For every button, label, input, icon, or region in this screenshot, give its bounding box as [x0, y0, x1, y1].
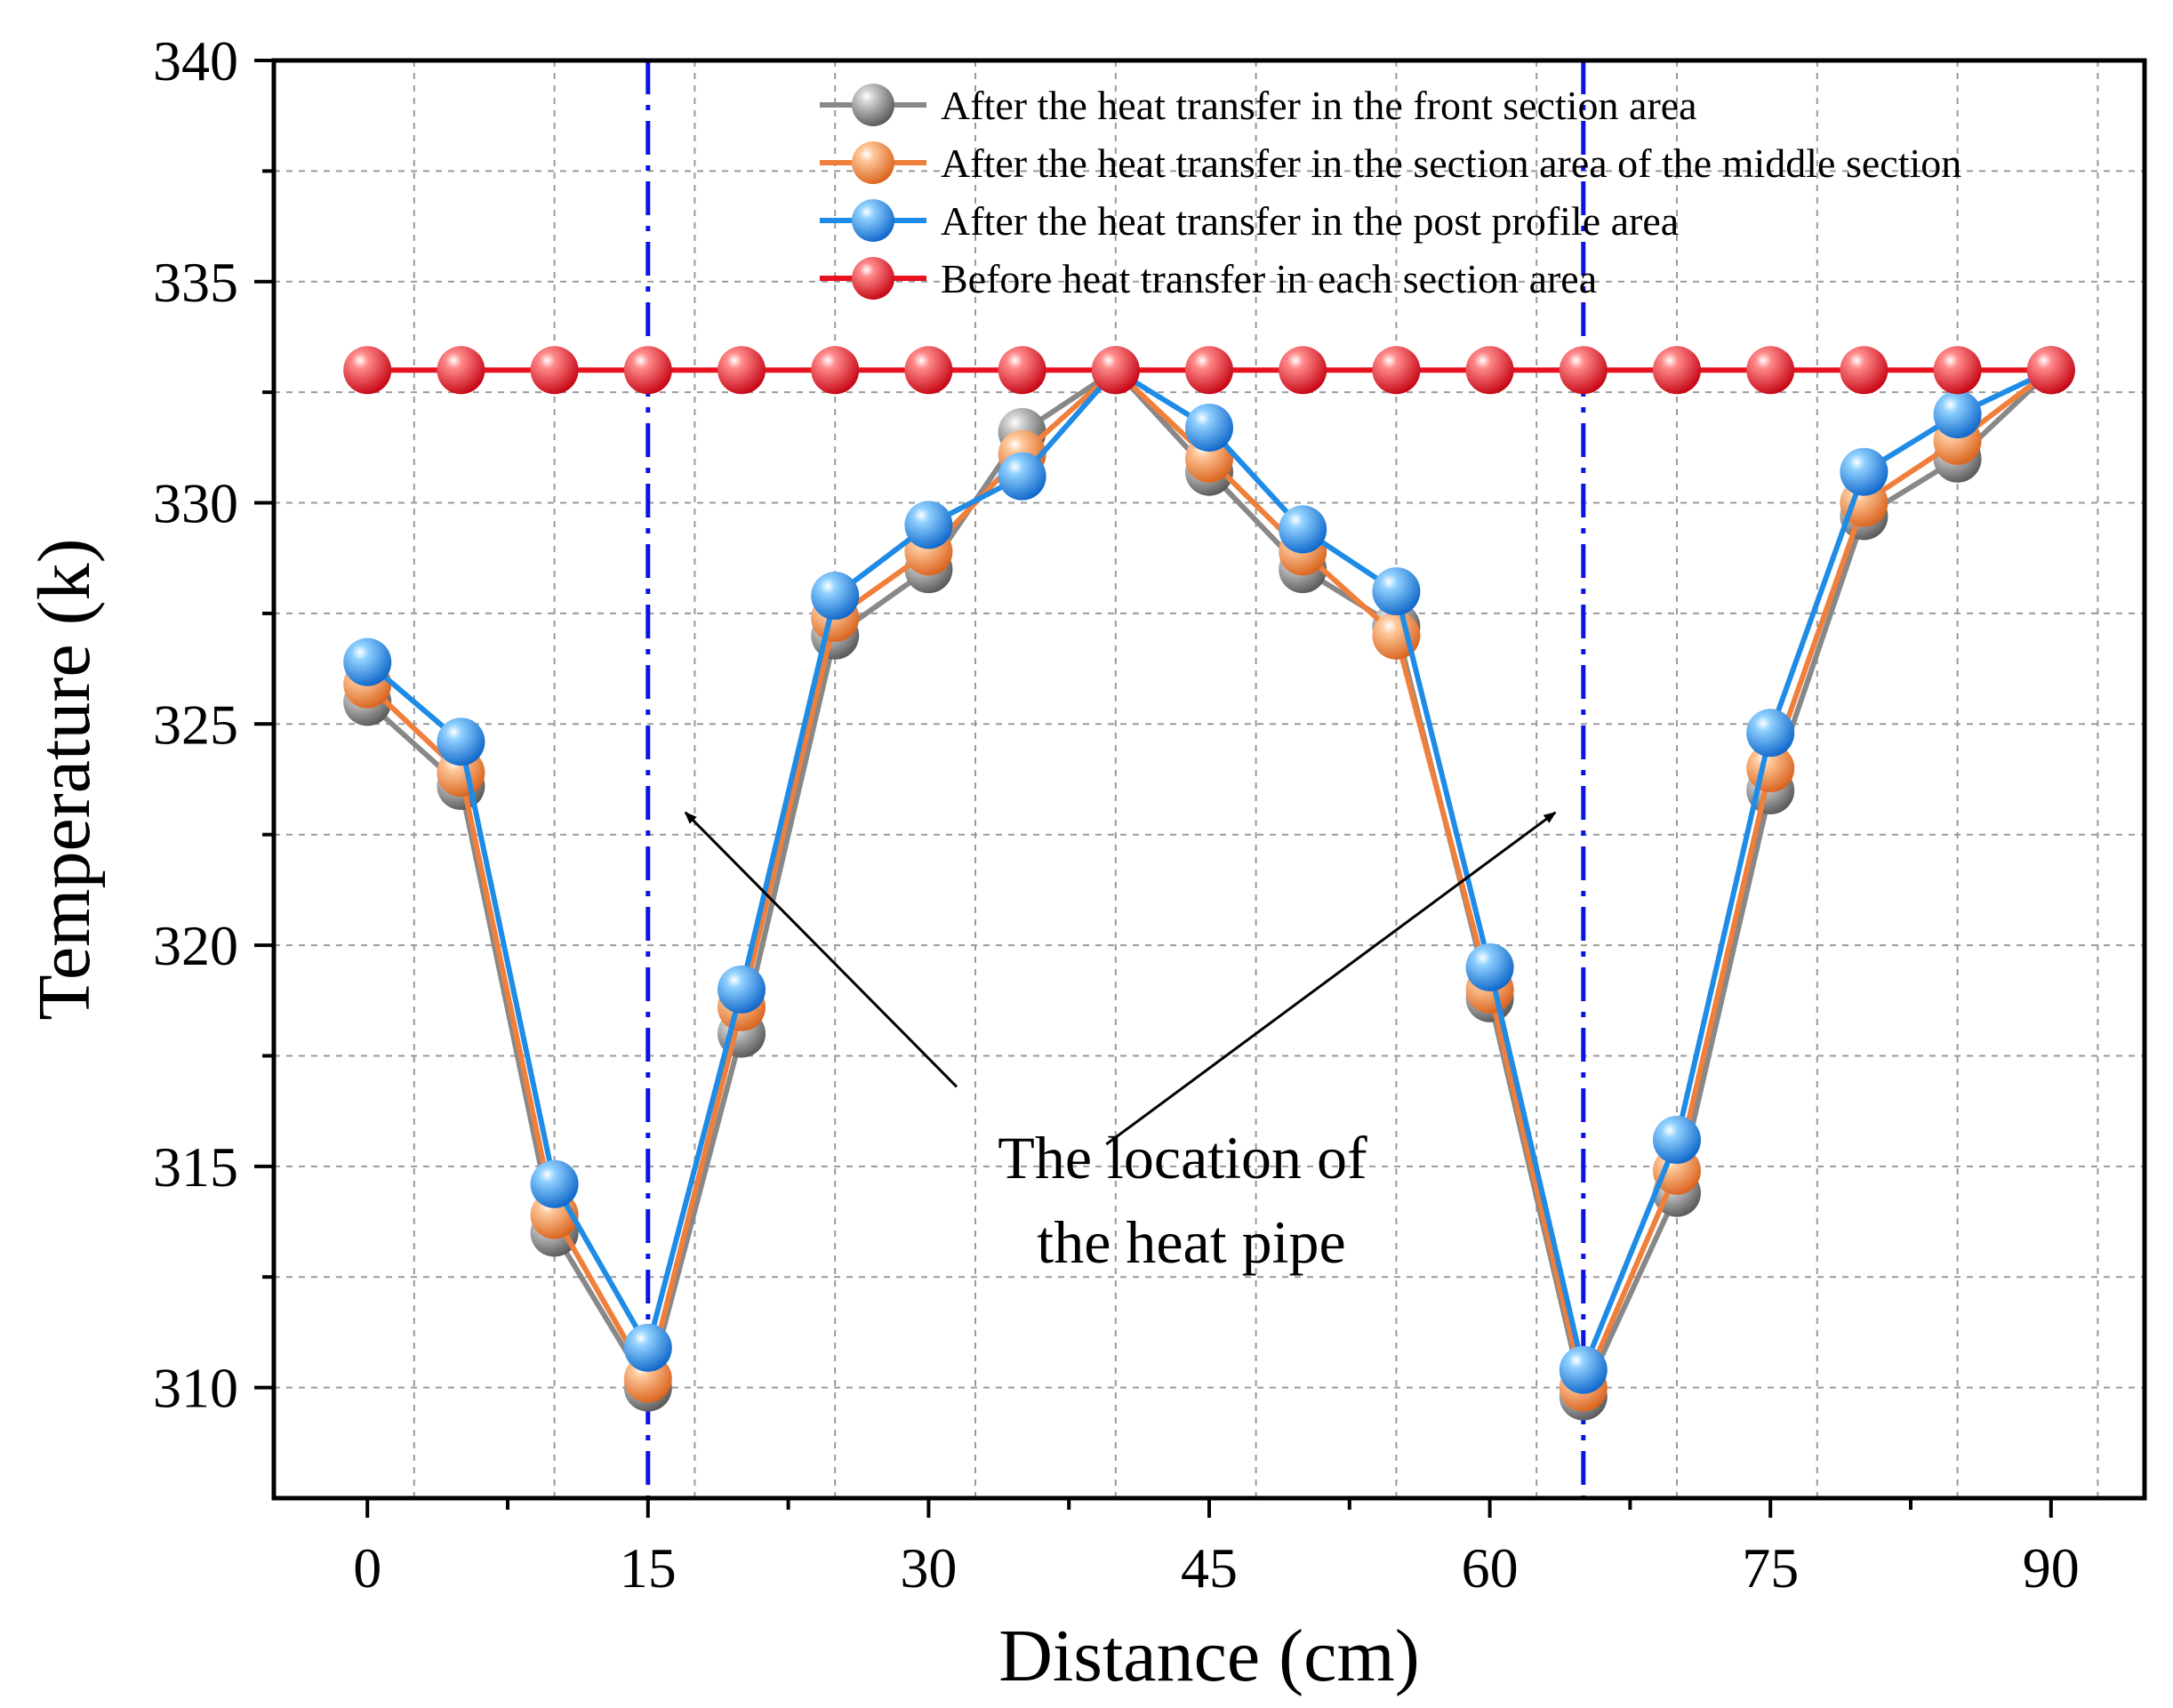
data-point — [998, 452, 1046, 501]
data-point — [811, 572, 860, 621]
data-point — [1840, 447, 1888, 496]
data-point — [1465, 346, 1514, 395]
data-point — [998, 346, 1046, 395]
y-tick-label: 315 — [153, 1135, 238, 1199]
legend-swatch-marker — [852, 84, 894, 126]
data-point — [811, 346, 860, 395]
data-point — [1746, 346, 1795, 395]
y-tick-label: 325 — [153, 693, 238, 756]
x-tick-label: 0 — [353, 1536, 381, 1600]
data-point — [1279, 346, 1327, 395]
data-point — [437, 718, 485, 766]
x-tick-label: 30 — [900, 1536, 957, 1600]
legend-swatch-marker — [852, 141, 894, 184]
data-point — [1559, 346, 1608, 395]
x-axis-title: Distance (cm) — [998, 1615, 1419, 1697]
annotation-arrow — [684, 811, 958, 1088]
legend-label: After the heat transfer in the section a… — [941, 140, 1961, 186]
grid — [274, 60, 2145, 1498]
x-tick-label: 75 — [1742, 1536, 1799, 1600]
legend-item: After the heat transfer in the post prof… — [820, 198, 1679, 244]
legend-item: After the heat transfer in the section a… — [820, 140, 1961, 186]
y-tick-label: 320 — [153, 914, 238, 977]
data-point — [904, 501, 953, 549]
x-tick-label: 15 — [620, 1536, 677, 1600]
series — [343, 346, 2075, 1421]
y-tick-label: 330 — [153, 472, 238, 535]
data-point — [343, 346, 392, 395]
data-point — [1933, 390, 1982, 439]
data-point — [1653, 1115, 1701, 1164]
data-point — [1653, 346, 1701, 395]
data-point — [904, 346, 953, 395]
data-point — [1559, 1345, 1608, 1394]
data-point — [530, 346, 579, 395]
data-point — [1091, 346, 1140, 395]
axis-ticks: 0 15 30 45 60 75 90 310 315 320 325 330 335 340 — [153, 29, 2080, 1600]
data-point — [343, 637, 392, 686]
data-point — [623, 346, 672, 395]
y-axis-title: Temperature (k) — [23, 538, 106, 1020]
data-point — [530, 1159, 579, 1208]
legend-item: Before heat transfer in each section are… — [820, 256, 1597, 301]
data-point — [437, 346, 485, 395]
data-point — [1840, 346, 1888, 395]
data-point — [1746, 709, 1795, 758]
legend: After the heat transfer in the front sec… — [820, 83, 1961, 301]
series-4 — [343, 346, 2075, 395]
heat-pipe-location-lines — [645, 60, 1586, 1498]
data-point — [1185, 403, 1233, 452]
legend-swatch-marker — [852, 199, 894, 242]
data-point — [1465, 942, 1514, 991]
legend-label: Before heat transfer in each section are… — [941, 256, 1597, 301]
annotation: The location of the heat pipe — [684, 811, 1557, 1276]
y-tick-label: 340 — [153, 29, 238, 92]
legend-label: After the heat transfer in the front sec… — [941, 83, 1697, 128]
data-point — [1372, 346, 1421, 395]
data-point — [1185, 346, 1233, 395]
y-tick-label: 335 — [153, 251, 238, 314]
x-tick-label: 90 — [2023, 1536, 2080, 1600]
legend-item: After the heat transfer in the front sec… — [820, 83, 1697, 128]
data-point — [2026, 346, 2075, 395]
annotation-line-1: The location of — [998, 1124, 1367, 1191]
annotation-arrow — [1105, 811, 1557, 1146]
legend-swatch-marker — [852, 257, 894, 300]
data-point — [718, 965, 766, 1014]
data-point — [1933, 346, 1982, 395]
legend-label: After the heat transfer in the post prof… — [941, 198, 1679, 244]
data-point — [1279, 505, 1327, 554]
data-point — [718, 346, 766, 395]
x-tick-label: 45 — [1181, 1536, 1238, 1600]
annotation-line-2: the heat pipe — [1037, 1208, 1345, 1276]
data-point — [1372, 567, 1421, 616]
y-tick-label: 310 — [153, 1357, 238, 1420]
x-tick-label: 60 — [1462, 1536, 1519, 1600]
data-point — [623, 1323, 672, 1372]
